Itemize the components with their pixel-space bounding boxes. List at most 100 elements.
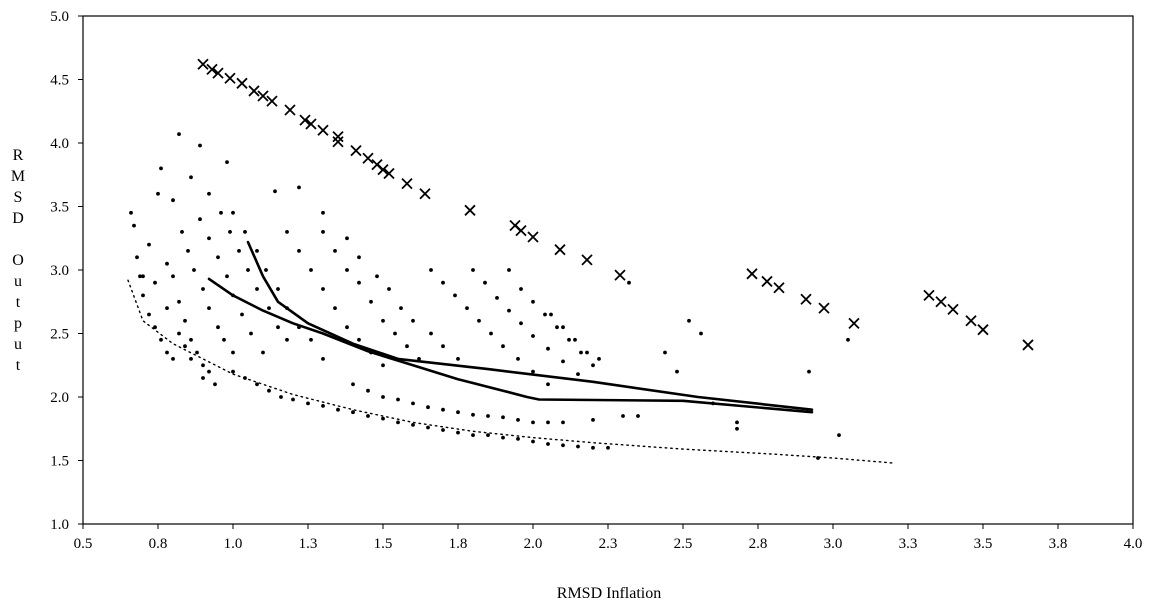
dot-marker xyxy=(216,325,220,330)
x-axis-ticks: 0.5 0.8 1.0 1.3 1.5 1.8 2.0 2.3 2.5 2.8 3.0 3.3 3.5 3… xyxy=(74,524,1142,552)
dot-marker xyxy=(171,274,175,279)
dot-marker xyxy=(396,397,400,402)
dot-marker xyxy=(189,337,193,342)
dot-marker xyxy=(381,363,385,368)
dot-marker xyxy=(336,407,340,412)
dot-marker xyxy=(237,249,241,253)
dot-marker xyxy=(501,435,505,440)
dot-marker xyxy=(519,287,523,291)
y-tick-label: 2.0 xyxy=(50,390,69,406)
x-marker-stroke xyxy=(923,289,935,302)
dot-marker xyxy=(240,312,244,317)
dot-marker xyxy=(546,442,550,446)
x-marker-stroke xyxy=(377,164,389,176)
x-marker xyxy=(248,85,260,97)
x-marker-stroke xyxy=(212,67,224,79)
x-marker xyxy=(212,67,224,79)
dot-marker xyxy=(441,407,445,412)
x-marker-stroke xyxy=(800,293,812,305)
dotted-frontier-curve xyxy=(127,279,894,464)
dot-marker xyxy=(531,334,535,338)
x-tick-label: 0.5 xyxy=(74,536,93,552)
dot-marker xyxy=(225,274,229,279)
x-marker-stroke xyxy=(266,95,278,107)
dot-marker xyxy=(369,350,373,355)
x-marker xyxy=(800,293,812,305)
x-marker-stroke xyxy=(317,124,329,136)
dot-marker xyxy=(516,437,520,441)
x-marker xyxy=(197,58,209,70)
x-marker xyxy=(761,275,773,288)
x-marker-stroke xyxy=(224,72,236,84)
dot-marker xyxy=(255,287,259,291)
dot-marker xyxy=(441,280,445,285)
dot-marker xyxy=(555,325,559,330)
dot-marker xyxy=(345,325,349,330)
x-tick-label: 3.0 xyxy=(824,536,843,552)
dot-marker xyxy=(183,344,187,349)
x-tick-label: 1.8 xyxy=(449,536,468,552)
dot-marker xyxy=(471,268,475,272)
dot-marker xyxy=(306,401,310,406)
dot-marker xyxy=(627,280,631,285)
dot-marker xyxy=(321,357,325,361)
x-marker-stroke xyxy=(305,118,317,130)
x-marker xyxy=(527,231,539,243)
dot-marker xyxy=(207,236,211,241)
dot-marker xyxy=(456,410,460,415)
x-marker xyxy=(947,303,959,316)
y-tick-label: 5.0 xyxy=(50,9,69,25)
x-marker xyxy=(350,144,362,157)
x-marker xyxy=(464,204,476,216)
dot-marker xyxy=(186,249,190,253)
x-marker xyxy=(581,254,593,266)
x-marker xyxy=(977,324,989,336)
dot-marker xyxy=(297,325,301,330)
dot-marker xyxy=(663,350,667,355)
dot-marker xyxy=(147,242,151,247)
dot-marker xyxy=(171,198,175,203)
dot-marker xyxy=(399,306,403,310)
y-tick-label: 2.5 xyxy=(50,327,69,343)
x-marker xyxy=(401,178,413,190)
x-marker-stroke xyxy=(350,144,362,157)
dot-marker xyxy=(159,166,163,171)
dot-marker xyxy=(531,439,535,444)
dot-marker xyxy=(735,420,739,425)
dot-marker xyxy=(456,357,460,361)
x-marker-stroke xyxy=(746,268,758,280)
dot-marker xyxy=(807,369,811,374)
y-tick-label: 1.5 xyxy=(50,454,69,470)
y-axis-title-letter: t xyxy=(16,294,21,311)
dot-marker xyxy=(132,223,136,228)
dot-marker xyxy=(837,433,841,437)
dot-marker xyxy=(429,331,433,336)
dot-marker xyxy=(297,185,301,190)
x-marker xyxy=(362,152,374,164)
x-marker-stroke xyxy=(773,282,785,294)
x-marker xyxy=(965,315,977,327)
dot-marker xyxy=(198,217,202,222)
dot-marker xyxy=(531,299,535,304)
x-marker-stroke xyxy=(527,231,539,243)
y-axis-title-letter: D xyxy=(12,210,24,227)
dot-marker xyxy=(201,363,205,368)
dot-marker xyxy=(411,401,415,406)
dot-marker xyxy=(591,418,595,422)
x-marker xyxy=(236,77,248,89)
dot-marker xyxy=(357,337,361,342)
dot-marker xyxy=(267,306,271,310)
dot-marker xyxy=(516,418,520,422)
y-tick-label: 1.0 xyxy=(50,517,69,533)
dot-marker xyxy=(675,369,679,374)
x-marker xyxy=(383,167,395,180)
x-marker xyxy=(305,118,317,130)
dot-marker xyxy=(573,337,577,342)
dot-marker xyxy=(243,376,247,380)
dot-marker xyxy=(198,143,202,148)
x-marker xyxy=(1022,339,1034,351)
dot-marker xyxy=(591,363,595,368)
x-marker xyxy=(848,317,860,329)
x-tick-label: 2.3 xyxy=(599,536,618,552)
